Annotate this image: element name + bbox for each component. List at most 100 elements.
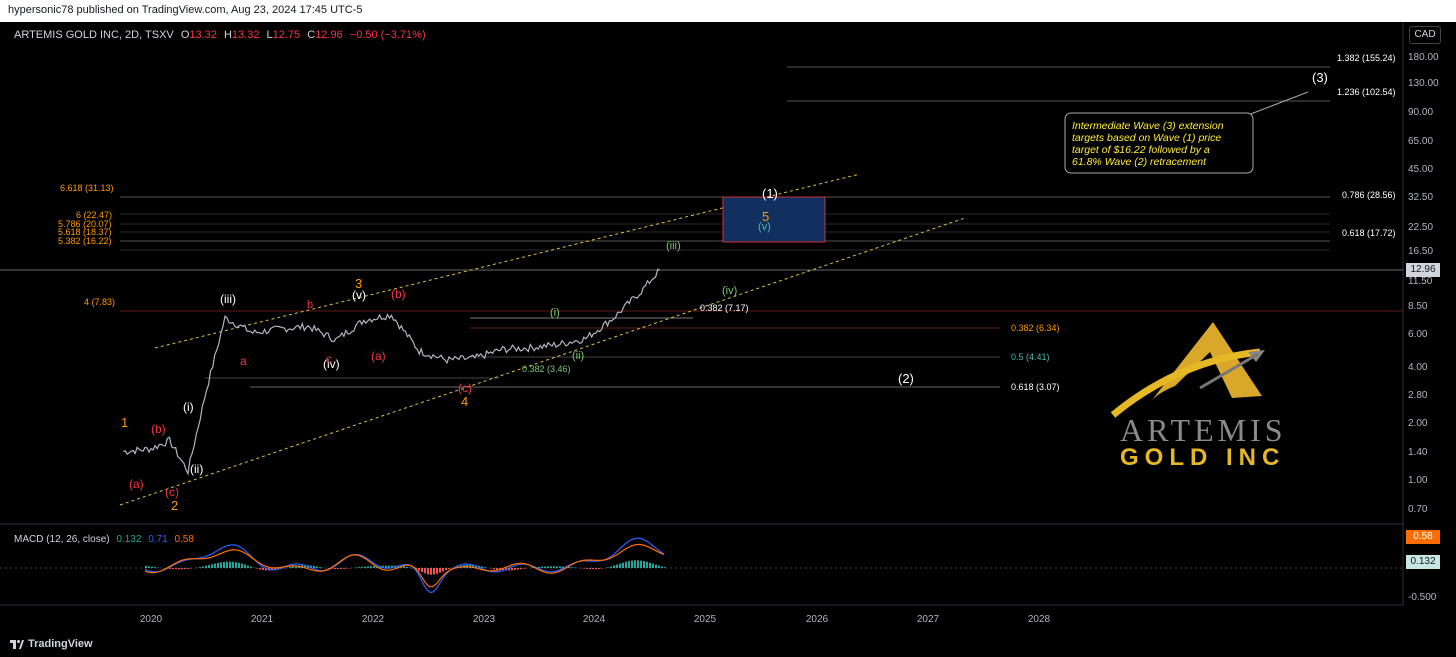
price-tick-label: 6.00 <box>1408 329 1428 340</box>
macd-hist-bar <box>646 561 648 568</box>
macd-hist-bar <box>364 566 366 568</box>
currency-button[interactable]: CAD <box>1409 26 1441 44</box>
macd-hist-bar <box>256 568 258 569</box>
macd-hist-bar <box>583 568 585 569</box>
target-zone-box[interactable] <box>722 196 826 243</box>
price-series-line[interactable] <box>123 268 660 476</box>
wave-label: 5 <box>762 209 770 224</box>
fib-label-left: 5.786 (20.07) <box>58 219 112 229</box>
macd-hist-bar <box>520 568 522 570</box>
wave-label: (iii) <box>666 240 681 252</box>
wave-label: (iv) <box>722 285 738 297</box>
macd-hist-bar <box>562 566 564 568</box>
trend-channel[interactable] <box>119 173 966 506</box>
wave-label: (1) <box>762 186 778 201</box>
macd-hist-bar <box>538 566 540 568</box>
macd-hist-bar <box>430 568 432 575</box>
macd-hist-bar <box>553 566 555 568</box>
last-price-badge: 12.96 <box>1406 263 1440 277</box>
macd-hist-bar <box>634 560 636 568</box>
callout-line-1: Intermediate Wave (3) extension <box>1072 120 1224 132</box>
price-tick-label: 2.80 <box>1408 390 1428 401</box>
price-tick-label: 45.00 <box>1408 164 1433 175</box>
publisher-bar: hypersonic78 published on TradingView.co… <box>0 0 1456 22</box>
macd-hist-bar <box>241 563 243 568</box>
symbol-name: ARTEMIS GOLD INC, 2D, TSXV <box>14 29 174 41</box>
wave-label: (a) <box>129 477 144 491</box>
macd-hist-bar <box>169 568 171 569</box>
macd-hist-bar <box>211 564 213 568</box>
close-value: 12.96 <box>315 29 343 41</box>
macd-hist-bar <box>175 568 177 570</box>
price-axis[interactable]: 180.00 130.00 90.00 65.00 45.00 32.50 22.50 16.… <box>1408 52 1439 603</box>
macd-hist-bar <box>550 566 552 568</box>
macd-hist-bar <box>292 566 294 568</box>
macd-hist-bar <box>649 562 651 568</box>
macd-hist-bar <box>313 566 315 568</box>
macd-hist-bar <box>616 564 618 568</box>
time-tick-label: 2028 <box>1028 614 1051 625</box>
macd-hist-bar <box>622 562 624 568</box>
macd-hist-bar <box>631 560 633 568</box>
macd-hist-bar <box>337 568 339 570</box>
price-tick-label: 16.50 <box>1408 246 1433 257</box>
macd-hist-bar <box>589 568 591 570</box>
callout-line-2: targets based on Wave (1) price <box>1072 132 1222 144</box>
time-tick-label: 2025 <box>694 614 717 625</box>
macd-hist-bar <box>406 566 408 568</box>
macd-hist-bar <box>613 565 615 568</box>
wave-label: 3 <box>355 276 363 291</box>
price-tick-label: 1.40 <box>1408 447 1428 458</box>
macd-hist-bar <box>472 565 474 568</box>
macd-hist-bar <box>289 566 291 568</box>
macd-hist-bar <box>187 568 189 569</box>
close-label: C <box>307 29 316 41</box>
macd-hist-bar <box>220 562 222 568</box>
macd-signal-value: 0.58 <box>174 534 194 545</box>
price-tick-label: 2.00 <box>1408 418 1428 429</box>
macd-hist-bar <box>559 566 561 568</box>
fib-label-left: 6 (22.47) <box>76 210 113 220</box>
symbol-legend[interactable]: ARTEMIS GOLD INC, 2D, TSXV O13.32 H13.32… <box>14 29 426 41</box>
macd-hist-bar <box>421 568 423 572</box>
fib-label-right: 0.5 (4.41) <box>1011 352 1050 362</box>
chart-canvas[interactable]: 180.00130.0090.0065.0045.0032.5022.5016.… <box>0 22 1456 633</box>
macd-hist-bar <box>661 566 663 568</box>
macd-line-value: 0.71 <box>148 534 168 545</box>
macd-hist-bar <box>172 568 174 570</box>
publisher-text: hypersonic78 published on TradingView.co… <box>8 4 363 16</box>
macd-hist-bar <box>475 565 477 568</box>
macd-hist-bar <box>514 568 516 570</box>
macd-hist-bar <box>625 561 627 568</box>
macd-hist-bar <box>508 568 510 571</box>
macd-legend[interactable]: MACD (12, 26, close) 0.132 0.71 0.58 <box>14 534 194 545</box>
macd-hist-bar <box>184 568 186 570</box>
low-value: 12.75 <box>272 29 301 41</box>
macd-hist-bar <box>358 567 360 568</box>
macd-hist-bar <box>238 562 240 568</box>
price-tick-label: 65.00 <box>1408 136 1433 147</box>
macd-hist-bar <box>181 568 183 570</box>
macd-hist-bar <box>214 563 216 568</box>
macd-label: MACD (12, 26, close) <box>14 534 110 545</box>
artemis-logo <box>1110 322 1265 418</box>
wave-label: (ii) <box>572 350 585 362</box>
wave-label: (b) <box>391 287 406 301</box>
time-tick-label: 2026 <box>806 614 829 625</box>
fib-label-right: 0.382 (7.17) <box>700 303 749 313</box>
time-axis[interactable]: 2020 2021 2022 2023 2024 2025 2026 2027 2028 <box>140 614 1051 625</box>
macd-hist-bar <box>223 561 225 568</box>
macd-hist-bar <box>652 563 654 568</box>
macd-hist-bar <box>343 568 345 569</box>
callout-box[interactable] <box>1064 112 1254 174</box>
time-tick-label: 2020 <box>140 614 163 625</box>
wave-label: c <box>326 352 332 366</box>
open-label: O <box>180 29 190 41</box>
macd-hist-bar <box>586 568 588 569</box>
macd-hist-bar <box>481 566 483 568</box>
fib-label-right: 0.382 (6.34) <box>1011 323 1060 333</box>
macd-hist-bar <box>496 568 498 570</box>
macd-hist-bar <box>367 566 369 568</box>
time-tick-label: 2027 <box>917 614 940 625</box>
macd-hist-bar <box>319 567 321 568</box>
